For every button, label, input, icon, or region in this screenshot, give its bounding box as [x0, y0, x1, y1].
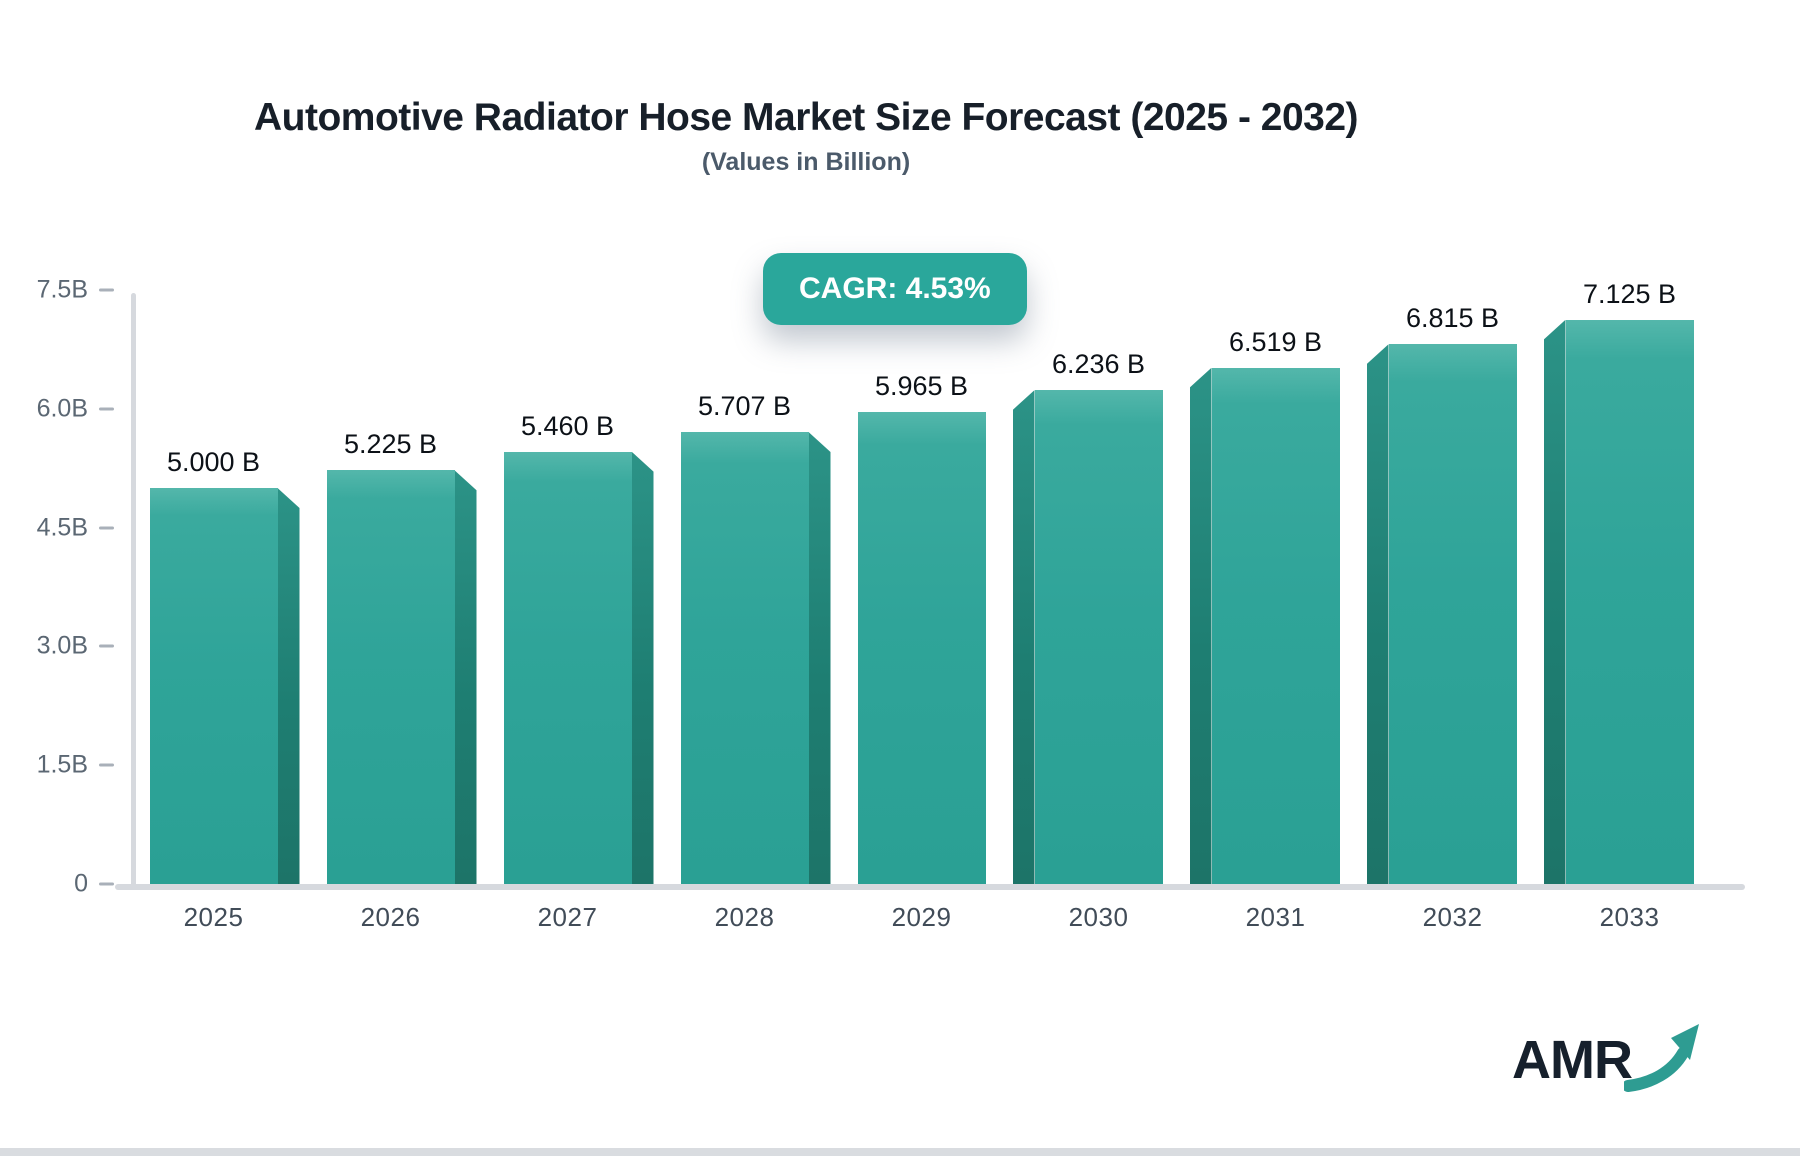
- y-axis-tick: 7.5B: [0, 276, 114, 305]
- bar-value-label: 5.000 B: [166, 447, 261, 477]
- bar-column: 5.965 B 2029: [833, 290, 1010, 932]
- cagr-badge: CAGR: 4.53%: [763, 253, 1027, 325]
- horizontal-scrollbar[interactable]: [0, 1148, 1800, 1156]
- bar-side-3d: [454, 470, 477, 884]
- bar-side-3d: [1543, 319, 1566, 884]
- bar[interactable]: 6.519 B: [1189, 327, 1340, 884]
- bar-value-label: 5.460 B: [520, 410, 615, 441]
- plot-area: 0 1.5B 3.0B 4.5B 6.0B 7.5B 5.000 B 2025 …: [0, 276, 1800, 932]
- bar[interactable]: 6.815 B: [1366, 303, 1517, 884]
- bar-value-label: 6.236 B: [1051, 349, 1146, 380]
- y-axis-tick-mark: [99, 407, 114, 411]
- bar-value-label: 6.519 B: [1228, 326, 1323, 357]
- bar[interactable]: 7.125 B: [1543, 279, 1694, 884]
- bar-value-label: 5.707 B: [697, 391, 792, 422]
- y-axis-tick-mark: [99, 882, 114, 886]
- y-axis-tick-mark: [99, 526, 114, 530]
- x-axis-label: 2030: [1068, 902, 1129, 932]
- x-axis-label: 2028: [714, 902, 775, 932]
- y-axis-tick: 1.5B: [0, 751, 114, 780]
- bar-column: 6.815 B 2032: [1364, 290, 1541, 932]
- y-axis-tick: 6.0B: [0, 394, 114, 423]
- x-axis-label: 2027: [537, 902, 598, 932]
- bar[interactable]: 5.460 B: [503, 411, 654, 884]
- amr-logo-text: AMR: [1512, 1030, 1633, 1090]
- y-axis-tick-label: 6.0B: [36, 394, 88, 423]
- bar-column: 6.236 B 2030: [1010, 290, 1187, 932]
- bar-value-label: 6.815 B: [1405, 303, 1500, 334]
- bar[interactable]: 5.225 B: [326, 429, 477, 884]
- x-axis-label: 2031: [1245, 902, 1306, 932]
- y-axis-tick-mark: [99, 288, 114, 292]
- x-axis-label: 2033: [1599, 902, 1660, 932]
- x-axis-label: 2025: [183, 902, 244, 932]
- bar-value-label: 5.965 B: [874, 370, 969, 401]
- y-axis-tick-label: 1.5B: [36, 750, 88, 779]
- x-axis-label: 2026: [360, 902, 421, 932]
- bar-column: 6.519 B 2031: [1187, 290, 1364, 932]
- chart-title: Automotive Radiator Hose Market Size For…: [253, 96, 1359, 139]
- y-axis-tick-label: 3.0B: [36, 631, 88, 660]
- bar-column: 7.125 B 2033: [1541, 279, 1718, 932]
- bar-column: 5.225 B 2026: [302, 290, 479, 932]
- bar-value-label: 7.125 B: [1582, 278, 1677, 309]
- bar-side-3d: [631, 451, 654, 884]
- y-axis-tick: 0: [0, 870, 114, 899]
- bar-side-3d: [1012, 390, 1035, 884]
- y-axis-tick: 4.5B: [0, 513, 114, 542]
- x-axis-line: [115, 884, 1745, 890]
- chart-subtitle: (Values in Billion): [701, 148, 911, 176]
- bar[interactable]: 5.965 B: [857, 371, 986, 884]
- bar[interactable]: 6.236 B: [1012, 349, 1163, 884]
- y-axis-tick-mark: [99, 644, 114, 648]
- bar-side-3d: [808, 432, 831, 884]
- y-axis-line: [131, 293, 136, 887]
- bar[interactable]: 5.707 B: [680, 391, 831, 884]
- growth-arrow-icon: [1624, 1024, 1699, 1092]
- y-axis-tick: 3.0B: [0, 632, 114, 661]
- amr-logo: AMR: [1512, 1024, 1702, 1092]
- bar-column: 5.707 B 2028: [656, 290, 833, 932]
- y-axis-tick-mark: [99, 763, 114, 767]
- bars-row: 5.000 B 2025 5.225 B 2026 5.460 B 2027 5…: [125, 279, 1718, 932]
- bar-value-label: 5.225 B: [343, 429, 438, 460]
- bar-side-3d: [277, 488, 300, 884]
- bar-column: 5.460 B 2027: [479, 290, 656, 932]
- bar-side-3d: [1189, 367, 1212, 884]
- y-axis-tick-label: 0: [74, 869, 88, 898]
- x-axis-label: 2032: [1422, 902, 1483, 932]
- bar-side-3d: [1366, 344, 1389, 884]
- bar[interactable]: 5.000 B: [149, 447, 300, 884]
- y-axis-tick-label: 7.5B: [36, 275, 88, 304]
- bar-column: 5.000 B 2025: [125, 290, 302, 932]
- y-axis-tick-label: 4.5B: [36, 513, 88, 542]
- x-axis-label: 2029: [891, 902, 952, 932]
